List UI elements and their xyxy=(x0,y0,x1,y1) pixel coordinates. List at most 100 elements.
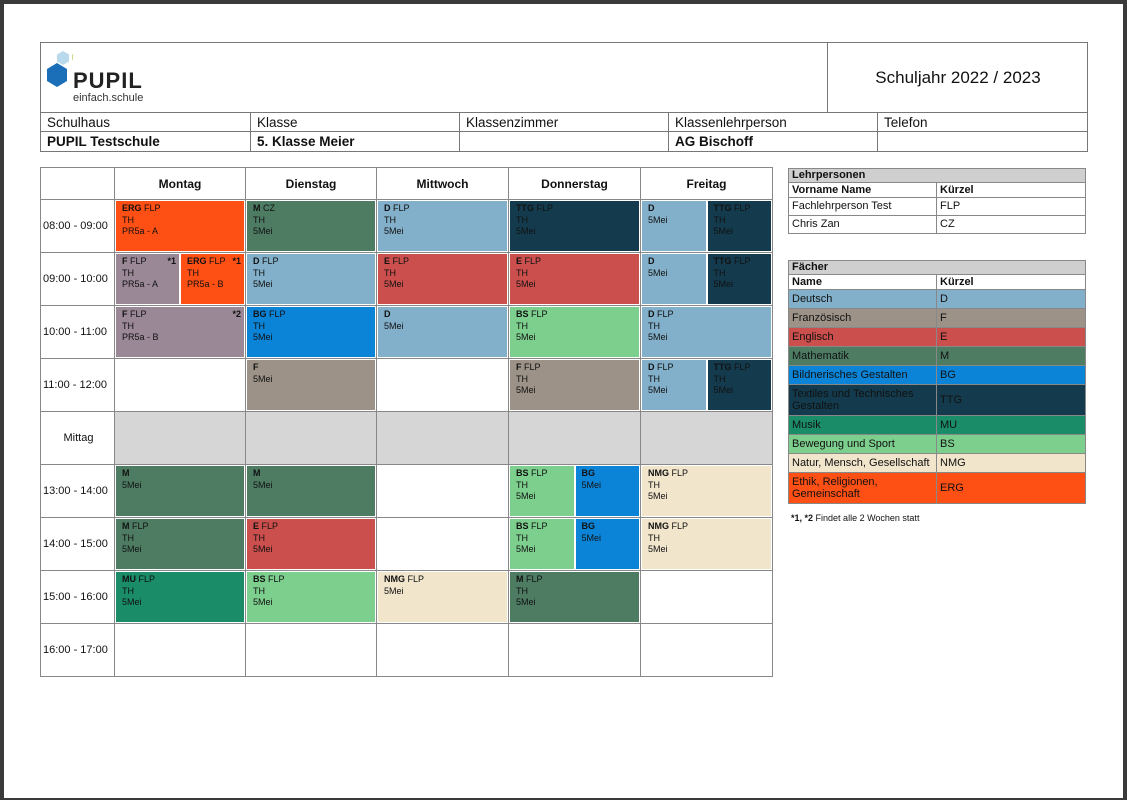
lesson-block[interactable]: M FLP TH 5Mei xyxy=(116,519,244,569)
lesson-line-2: TH xyxy=(516,373,528,384)
subject-row: Mathematik M xyxy=(789,347,1085,366)
lesson-line-2: TH xyxy=(713,214,726,225)
lesson-block[interactable]: F FLP TH PR5a - A *1 xyxy=(116,254,179,304)
lesson-line-2: TH xyxy=(122,267,134,278)
lesson-block[interactable]: F 5Mei xyxy=(247,360,375,410)
lesson-block[interactable]: BG FLP TH 5Mei xyxy=(247,307,375,357)
lesson-block[interactable]: ERG FLP TH PR5a - A xyxy=(116,201,244,251)
lesson-block[interactable]: M CZ TH 5Mei xyxy=(247,201,375,251)
lesson-line-2: TH xyxy=(648,373,660,384)
lesson-line-2: 5Mei xyxy=(581,479,602,490)
lesson-block[interactable]: D 5Mei xyxy=(642,201,706,251)
logo-tagline: einfach.schule xyxy=(73,92,144,104)
lesson-block[interactable]: BG 5Mei xyxy=(575,519,639,569)
lesson-line-1: BG xyxy=(582,468,634,480)
lesson-line-2: TH xyxy=(122,214,134,225)
info-header-cell: Klasse xyxy=(251,113,460,132)
lesson-line-3: 5Mei xyxy=(713,226,734,236)
lesson-block[interactable]: BS FLP TH 5Mei xyxy=(247,572,375,622)
lesson-subject: M xyxy=(122,521,130,531)
teacher-cell: Fachlehrperson Test xyxy=(789,198,937,215)
subject-name: Deutsch xyxy=(789,290,937,308)
slot-cell: BG FLP TH 5Mei xyxy=(245,305,377,359)
lesson-teacher: FLP xyxy=(262,256,279,266)
lesson-teacher: CZ xyxy=(263,203,276,213)
lesson-block[interactable]: TTG FLP TH 5Mei xyxy=(707,254,771,304)
lesson-subject: BS xyxy=(253,574,266,584)
slot-cell xyxy=(640,570,773,624)
lesson-block[interactable]: TTG FLP TH 5Mei xyxy=(707,360,771,410)
slot-cell xyxy=(376,623,509,677)
subjects-title: Fächer xyxy=(789,261,1085,275)
lesson-block[interactable]: BS FLP TH 5Mei xyxy=(510,519,574,569)
lesson-block[interactable]: TTG FLP TH 5Mei xyxy=(510,201,639,251)
subject-name: Bewegung und Sport xyxy=(789,435,937,453)
lesson-subject: M xyxy=(516,574,524,584)
lesson-line-3: 5Mei xyxy=(516,491,536,501)
lesson-subject: M xyxy=(253,468,261,478)
lesson-line-1: NMG FLP xyxy=(648,468,765,480)
lesson-line-2: TH xyxy=(253,532,265,543)
lesson-teacher: FLP xyxy=(671,521,689,531)
lesson-block[interactable]: E FLP TH 5Mei xyxy=(247,519,375,569)
timetable-row: Mittag xyxy=(40,411,773,465)
lesson-subject: TTG xyxy=(516,203,534,213)
lesson-subject: D xyxy=(384,203,391,213)
lesson-block[interactable]: M 5Mei xyxy=(247,466,375,516)
lesson-subject: BS xyxy=(516,468,529,478)
lesson-block[interactable]: D FLP TH 5Mei xyxy=(378,201,507,251)
lesson-block[interactable]: D 5Mei xyxy=(378,307,507,357)
lesson-block[interactable]: NMG FLP TH 5Mei xyxy=(642,519,771,569)
lesson-block[interactable]: D FLP TH 5Mei xyxy=(642,307,771,357)
info-value-cell: 5. Klasse Meier xyxy=(251,132,460,151)
lesson-subject: D xyxy=(384,309,391,319)
lesson-block[interactable]: M 5Mei xyxy=(116,466,244,516)
lesson-block[interactable]: E FLP TH 5Mei xyxy=(378,254,507,304)
lesson-block[interactable]: BS FLP TH 5Mei xyxy=(510,307,639,357)
lesson-block[interactable]: TTG FLP TH 5Mei xyxy=(707,201,771,251)
lesson-block[interactable]: NMG FLP 5Mei xyxy=(378,572,507,622)
lesson-line-2: TH xyxy=(384,267,396,278)
lesson-block[interactable]: F FLP TH PR5a - B *2 xyxy=(116,307,244,357)
lesson-line-3: PR5a - B xyxy=(187,279,224,289)
slot-cell xyxy=(376,464,509,518)
lesson-line-2: TH xyxy=(516,320,528,331)
lesson-block[interactable]: D FLP TH 5Mei xyxy=(642,360,706,410)
logo: PUPIL einfach.schule xyxy=(43,47,143,104)
slot-cell xyxy=(114,623,246,677)
lesson-line-3: 5Mei xyxy=(122,544,142,554)
lesson-teacher: FLP xyxy=(144,203,161,213)
lesson-block[interactable]: BG 5Mei xyxy=(575,466,639,516)
lesson-block[interactable]: D FLP TH 5Mei xyxy=(247,254,375,304)
lesson-teacher: FLP xyxy=(209,256,226,266)
lesson-line-2: TH xyxy=(713,373,726,384)
teachers-title: Lehrpersonen xyxy=(789,169,1085,183)
lesson-subject: D xyxy=(648,203,655,213)
lesson-teacher: FLP xyxy=(407,574,425,584)
lesson-teacher: FLP xyxy=(531,468,548,478)
lesson-block[interactable]: E FLP TH 5Mei xyxy=(510,254,639,304)
slot-cell: MU FLP TH 5Mei xyxy=(114,570,246,624)
lesson-block[interactable]: ERG FLP TH PR5a - B *1 xyxy=(181,254,244,304)
lesson-line-1: D FLP xyxy=(253,256,369,268)
lesson-subject: NMG xyxy=(384,574,405,584)
lesson-block[interactable]: D 5Mei xyxy=(642,254,706,304)
lesson-block[interactable]: M FLP TH 5Mei xyxy=(510,572,639,622)
lesson-block[interactable]: F FLP TH 5Mei xyxy=(510,360,639,410)
lesson-line-1: M CZ xyxy=(253,203,369,215)
lesson-teacher: FLP xyxy=(392,256,410,266)
header-block: PUPIL einfach.schule Schuljahr 2022 / 20… xyxy=(40,42,1088,152)
slot-cell: D 5Mei TTG FLP TH 5Mei xyxy=(640,199,773,253)
lesson-block[interactable]: NMG FLP TH 5Mei xyxy=(642,466,771,516)
lesson-line-3: 5Mei xyxy=(713,279,734,289)
lesson-block[interactable]: BS FLP TH 5Mei xyxy=(510,466,574,516)
subject-name: Natur, Mensch, Gesellschaft xyxy=(789,454,937,472)
lesson-line-2: TH xyxy=(516,585,528,596)
lesson-block[interactable]: MU FLP TH 5Mei xyxy=(116,572,244,622)
subject-code: M xyxy=(940,350,950,362)
lesson-line-1: TTG FLP xyxy=(516,203,633,215)
slot-cell xyxy=(640,623,773,677)
info-value-cell: PUPIL Testschule xyxy=(41,132,251,151)
lesson-teacher: FLP xyxy=(132,521,149,531)
lesson-line-2: TH xyxy=(122,532,134,543)
